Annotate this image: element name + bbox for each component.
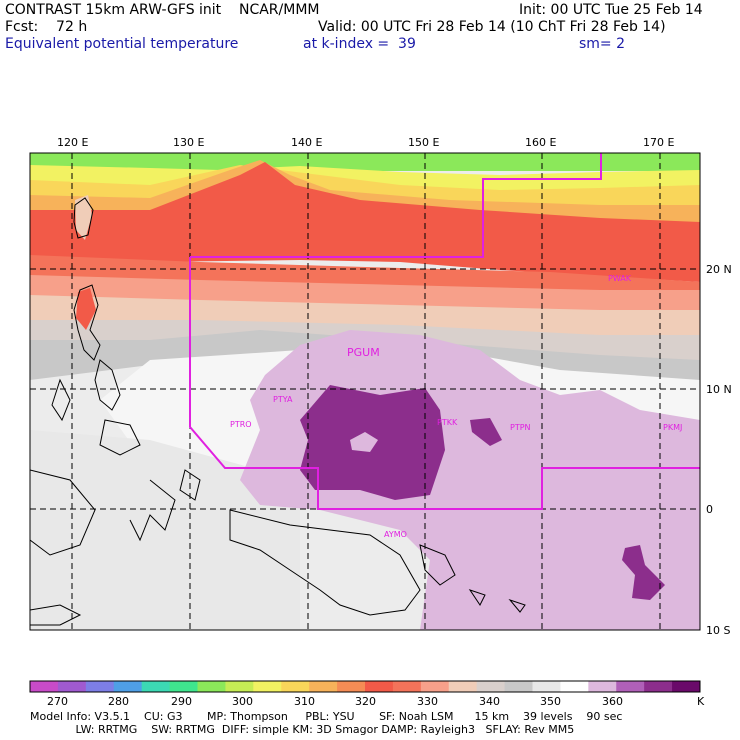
lon-label-150e: 150 E — [408, 136, 439, 149]
footer-physics-info: LW: RRTMG SW: RRTMG DIFF: simple KM: 3D … — [30, 723, 575, 736]
colorbar-unit: K — [697, 695, 705, 708]
colorbar-swatch — [225, 681, 254, 692]
field-purple-spot-south — [622, 545, 665, 600]
colorbar-swatch — [57, 681, 87, 692]
station-aymo: AYMO — [384, 530, 407, 539]
colorbar-swatch — [588, 681, 617, 692]
field-purple-spot — [470, 418, 502, 446]
colorbar-swatch — [85, 681, 115, 692]
lat-label-10n: 10 N — [706, 383, 732, 396]
field-purple-hole — [350, 432, 378, 452]
colorbar-tick-310: 310 — [294, 695, 315, 708]
station-pkmj: PKMJ — [663, 423, 682, 432]
colorbar-tick-300: 300 — [232, 695, 253, 708]
band-red — [30, 162, 700, 282]
coast-halmahera — [179, 469, 201, 501]
colorbar-swatch — [560, 681, 589, 692]
coast-palawan — [51, 378, 71, 422]
coast-solomons — [468, 589, 486, 606]
colorbar-swatch — [672, 681, 701, 692]
map-frame — [29, 152, 701, 631]
coast-borneo — [30, 469, 96, 556]
coastlines — [30, 197, 526, 626]
footer-model-info: Model Info: V3.5.1 CU: G3 MP: Thompson P… — [30, 710, 623, 723]
colorbar-tick-320: 320 — [355, 695, 376, 708]
colorbar-tick-360: 360 — [602, 695, 623, 708]
colorbar-swatch — [141, 681, 171, 692]
colorbar-tick-280: 280 — [108, 695, 129, 708]
colorbar-swatch — [30, 681, 59, 692]
header-field-name: Equivalent potential temperature — [5, 36, 239, 52]
coast-solomons-2 — [508, 598, 526, 613]
colorbar-swatch — [197, 681, 226, 692]
colorbar-swatch — [253, 681, 282, 692]
coast-taiwan — [73, 197, 94, 239]
region-boundary — [189, 153, 700, 510]
lon-label-170e: 170 E — [643, 136, 674, 149]
colorbar-frame — [29, 680, 701, 693]
colorbar-swatch — [169, 681, 198, 692]
coast-sulawesi — [129, 479, 176, 542]
colorbar-swatch — [337, 681, 366, 692]
coast-timor — [30, 604, 82, 626]
lon-label-160e: 160 E — [525, 136, 556, 149]
colorbar-swatch — [476, 681, 506, 692]
colorbar-swatch — [532, 681, 561, 692]
coast-luzon — [73, 284, 101, 361]
header-forecast-hour: Fcst: 72 h — [5, 19, 88, 35]
colorbar-swatch — [644, 681, 673, 692]
colorbar-swatch — [420, 681, 450, 692]
colorbar — [29, 680, 701, 693]
header-init-time: Init: 00 UTC Tue 25 Feb 14 — [519, 2, 703, 18]
colorbar-swatch — [113, 681, 143, 692]
coast-mindanao — [99, 419, 141, 456]
colorbar-swatch — [392, 681, 422, 692]
coast-new-guinea — [229, 509, 421, 616]
coast-new-britain — [419, 544, 456, 586]
colorbar-swatch — [365, 681, 394, 692]
colorbar-tick-340: 340 — [479, 695, 500, 708]
header-title: CONTRAST 15km ARW-GFS init NCAR/MMM — [5, 2, 320, 18]
coast-visayas — [94, 359, 121, 411]
header-valid-time: Valid: 00 UTC Fri 28 Feb 14 (10 ChT Fri … — [318, 19, 666, 35]
colorbar-swatch — [309, 681, 338, 692]
colorbar-swatch — [616, 681, 645, 692]
lat-label-20n: 20 N — [706, 263, 732, 276]
lon-label-120e: 120 E — [57, 136, 88, 149]
lat-label-10s: 10 S — [706, 624, 730, 637]
station-ptro: PTRO — [230, 420, 252, 429]
header-level: at k-index = 39 — [303, 36, 416, 52]
header-smoothing: sm= 2 — [579, 36, 626, 52]
colorbar-tick-290: 290 — [171, 695, 192, 708]
colorbar-swatch — [281, 681, 310, 692]
colorbar-swatch — [448, 681, 478, 692]
station-ptya: PTYA — [273, 395, 293, 404]
colorbar-tick-270: 270 — [47, 695, 68, 708]
colorbar-tick-330: 330 — [417, 695, 438, 708]
station-ptpn: PTPN — [510, 423, 531, 432]
station-ptkk: PTKK — [437, 418, 458, 427]
colorbar-tick-350: 350 — [540, 695, 561, 708]
taiwan-warm — [75, 195, 92, 240]
colorbar-swatch — [504, 681, 533, 692]
theta-e-field — [30, 153, 700, 630]
lon-label-140e: 140 E — [291, 136, 322, 149]
lon-label-130e: 130 E — [173, 136, 204, 149]
station-pwak: PWAK — [608, 274, 632, 283]
band-green — [30, 153, 700, 171]
luzon-warm — [76, 288, 96, 330]
lat-label-0: 0 — [706, 503, 713, 516]
station-pgum: PGUM — [347, 346, 380, 359]
